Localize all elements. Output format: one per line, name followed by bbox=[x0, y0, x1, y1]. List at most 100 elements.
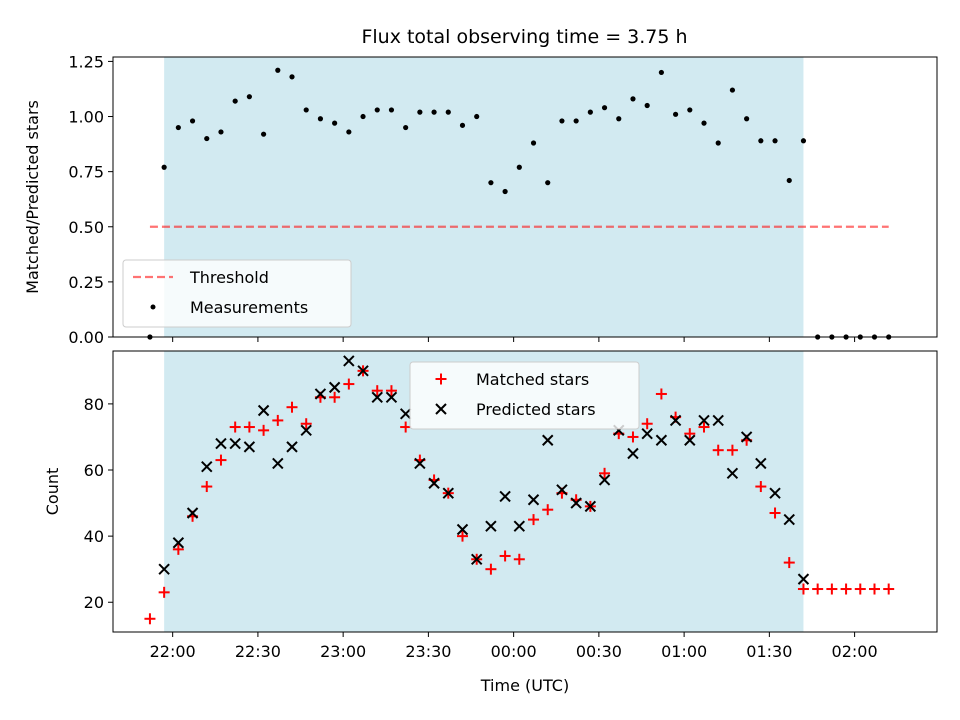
predicted-star-point bbox=[641, 427, 653, 440]
ratio-y-tick-label: 0.00 bbox=[68, 328, 104, 347]
matched-star-point bbox=[868, 583, 880, 595]
measurement-point bbox=[545, 180, 551, 186]
measurement-point bbox=[644, 102, 650, 109]
matched-star-point bbox=[499, 550, 511, 562]
matched-star-point bbox=[400, 421, 412, 433]
measurement-point bbox=[559, 118, 565, 124]
ratio-plot-frame bbox=[112, 56, 938, 338]
measurement-point bbox=[758, 138, 764, 144]
measurement-point bbox=[218, 129, 224, 135]
predicted-star-point bbox=[172, 537, 185, 549]
predicted-star-point bbox=[513, 520, 526, 532]
legend-measurements-swatch bbox=[150, 304, 156, 310]
measurement-point bbox=[786, 177, 792, 184]
measurement-point bbox=[630, 96, 636, 102]
measurement-point bbox=[658, 69, 664, 76]
predicted-star-point bbox=[797, 573, 810, 585]
predicted-star-point bbox=[343, 355, 355, 367]
measurement-point bbox=[502, 188, 508, 195]
predicted-star-point bbox=[698, 414, 710, 427]
matched-star-point bbox=[854, 583, 866, 595]
matched-star-point bbox=[840, 583, 852, 595]
predicted-star-point bbox=[527, 494, 540, 506]
ratio-y-tick-label: 0.25 bbox=[68, 273, 104, 292]
matched-star-point bbox=[812, 583, 824, 595]
count-y-tick-label: 60 bbox=[84, 461, 104, 480]
measurement-point bbox=[474, 113, 480, 120]
matched-star-point bbox=[797, 583, 809, 595]
measurement-point bbox=[800, 138, 807, 144]
legend-x-marker bbox=[435, 403, 447, 415]
time-x-tick-label: 23:00 bbox=[320, 642, 366, 661]
measurement-point bbox=[317, 116, 324, 122]
matched-star-point bbox=[883, 583, 895, 595]
measurement-point bbox=[260, 131, 267, 137]
measurement-point bbox=[189, 118, 196, 124]
measurement-point bbox=[459, 122, 466, 128]
time-x-tick-label: 00:00 bbox=[491, 642, 537, 661]
legend-measurements-label: Measurements bbox=[190, 298, 308, 317]
predicted-star-point bbox=[243, 441, 256, 453]
count-y-axis: 20 40 60 80 bbox=[84, 395, 113, 612]
measurement-point bbox=[175, 124, 181, 131]
predicted-star-point bbox=[272, 457, 284, 470]
predicted-star-point bbox=[371, 391, 383, 403]
matched-star-point bbox=[641, 418, 653, 430]
time-x-tick-label: 23:30 bbox=[405, 642, 451, 661]
matched-star-point bbox=[698, 421, 710, 433]
legend-predicted-swatch bbox=[435, 403, 447, 415]
predicted-star-point bbox=[726, 467, 739, 480]
matched-star-point bbox=[769, 507, 781, 519]
predicted-star-point bbox=[570, 497, 582, 509]
predicted-star-point bbox=[357, 365, 369, 377]
ratio-y-label: Matched/Predicted stars bbox=[23, 100, 42, 294]
matched-star-point bbox=[456, 530, 468, 542]
measurement-point bbox=[530, 140, 537, 146]
matched-star-point bbox=[329, 391, 341, 403]
time-x-tick-label: 22:30 bbox=[235, 642, 281, 661]
time-x-tick-label: 01:30 bbox=[746, 642, 792, 661]
predicted-stars-series bbox=[158, 355, 810, 585]
measurement-point bbox=[729, 87, 736, 93]
predicted-star-point bbox=[314, 388, 327, 400]
measurement-point bbox=[687, 107, 693, 113]
matched-star-point bbox=[755, 481, 767, 493]
legend-matched-label: Matched stars bbox=[476, 370, 589, 389]
predicted-star-point bbox=[485, 520, 497, 532]
ratio-y-axis: 0.00 0.25 0.50 0.75 1.00 1.25 bbox=[68, 52, 113, 347]
predicted-star-point bbox=[286, 441, 298, 453]
predicted-star-point bbox=[669, 414, 682, 427]
matched-star-point bbox=[243, 421, 255, 433]
measurement-point bbox=[701, 120, 707, 126]
measurement-point bbox=[445, 109, 451, 115]
count-legend-box bbox=[409, 361, 640, 430]
count-y-tick-label: 20 bbox=[84, 593, 104, 612]
predicted-star-point bbox=[755, 457, 767, 470]
measurement-point bbox=[289, 74, 295, 80]
measurement-point bbox=[516, 164, 522, 170]
predicted-star-point bbox=[186, 507, 199, 519]
predicted-star-point bbox=[655, 434, 668, 446]
predicted-star-point bbox=[158, 563, 170, 575]
predicted-star-point bbox=[470, 553, 483, 565]
count-y-tick-label: 80 bbox=[84, 395, 104, 414]
legend-threshold-label: Threshold bbox=[189, 268, 269, 287]
measurement-point bbox=[161, 164, 167, 170]
ratio-x-ticks bbox=[172, 337, 856, 342]
predicted-star-point bbox=[385, 391, 398, 403]
matched-star-point bbox=[229, 421, 241, 433]
time-x-tick-label: 22:00 bbox=[150, 642, 196, 661]
matched-star-point bbox=[144, 613, 156, 625]
predicted-star-point bbox=[300, 424, 312, 437]
matched-star-point bbox=[158, 586, 170, 598]
predicted-star-point bbox=[499, 490, 511, 503]
predicted-star-point bbox=[584, 500, 597, 513]
predicted-star-point bbox=[556, 484, 568, 496]
predicted-star-point bbox=[783, 513, 795, 526]
matched-star-point bbox=[783, 557, 795, 569]
matched-star-point bbox=[286, 401, 298, 413]
predicted-star-point bbox=[684, 434, 696, 446]
predicted-star-point bbox=[229, 437, 241, 450]
measurement-point bbox=[388, 107, 395, 113]
